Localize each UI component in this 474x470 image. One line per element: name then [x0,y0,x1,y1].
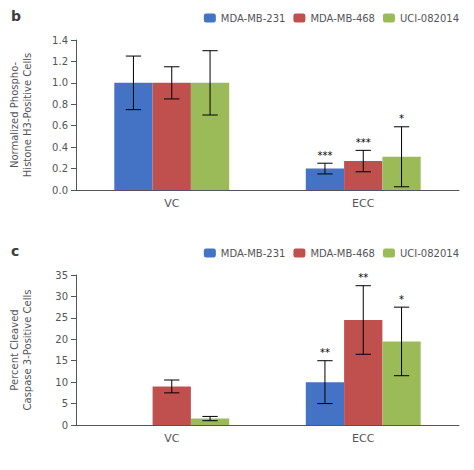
svg-text:Caspase 3-Positive Cells: Caspase 3-Positive Cells [22,290,33,411]
svg-text:0.8: 0.8 [52,99,68,110]
svg-text:1.2: 1.2 [52,56,68,67]
svg-text:c: c [11,243,19,259]
svg-text:1.4: 1.4 [52,35,68,46]
svg-text:UCI-082014: UCI-082014 [400,13,459,24]
svg-text:Normalized Phospho-: Normalized Phospho- [9,62,20,169]
svg-text:10: 10 [55,377,68,388]
svg-text:0.6: 0.6 [52,120,68,131]
svg-text:MDA-MB-468: MDA-MB-468 [310,13,375,24]
svg-text:25: 25 [55,312,68,323]
svg-text:MDA-MB-468: MDA-MB-468 [310,248,375,259]
svg-text:***: *** [317,150,332,161]
svg-text:Percent Cleaved: Percent Cleaved [9,309,20,390]
svg-text:0.4: 0.4 [52,142,68,153]
svg-text:1.0: 1.0 [52,77,68,88]
svg-text:0.0: 0.0 [52,185,68,196]
svg-text:ECC: ECC [352,197,375,210]
svg-text:*: * [399,294,404,305]
svg-text:VC: VC [164,197,180,210]
svg-text:5: 5 [62,398,68,409]
svg-text:30: 30 [55,291,68,302]
svg-text:0.2: 0.2 [52,163,68,174]
svg-text:15: 15 [55,355,68,366]
svg-text:MDA-MB-231: MDA-MB-231 [221,13,286,24]
svg-text:UCI-082014: UCI-082014 [400,248,459,259]
svg-text:**: ** [320,347,330,358]
svg-text:***: *** [356,137,371,148]
svg-text:MDA-MB-231: MDA-MB-231 [221,248,286,259]
svg-text:*: * [399,113,404,124]
svg-text:b: b [11,8,21,24]
svg-text:**: ** [358,272,368,283]
svg-text:35: 35 [55,270,68,281]
svg-text:ECC: ECC [352,432,375,445]
svg-text:20: 20 [55,334,68,345]
svg-text:VC: VC [164,432,180,445]
svg-text:Histone H3-Positive Cells: Histone H3-Positive Cells [22,53,33,177]
svg-text:0: 0 [62,420,68,431]
